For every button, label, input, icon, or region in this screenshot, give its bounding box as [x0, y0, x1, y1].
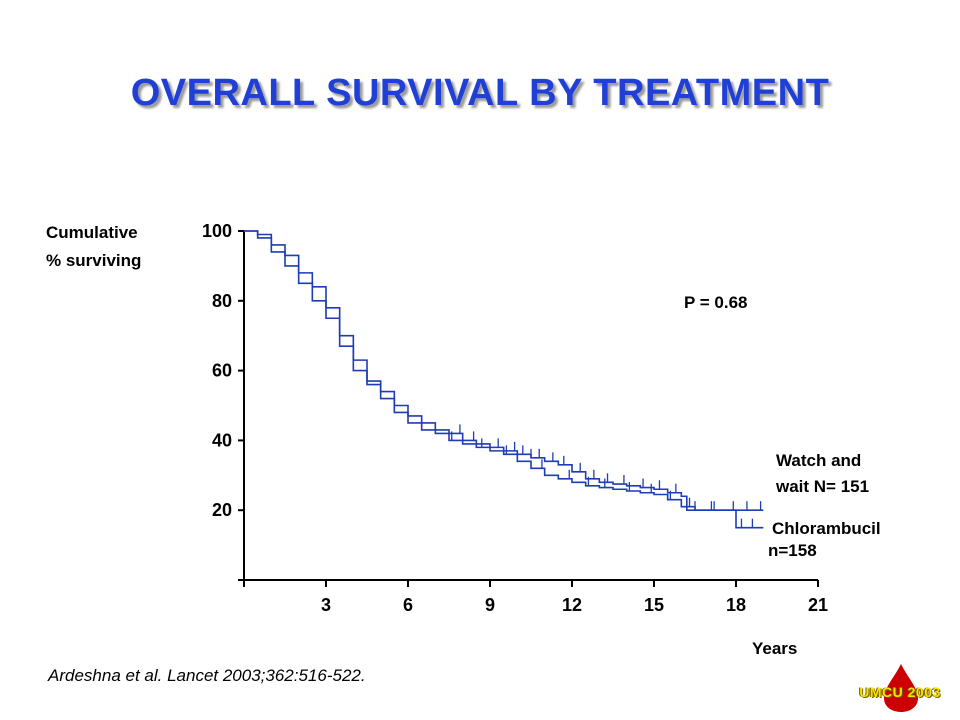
x-tick-label-3: 3 [321, 595, 331, 615]
x-axis-label: Years [752, 639, 797, 658]
blood-drop-icon [884, 664, 918, 712]
series-layer [244, 230, 764, 529]
x-tick-label-12: 12 [562, 595, 582, 615]
citation: Ardeshna et al. Lancet 2003;362:516-522. [48, 666, 366, 685]
series-label-watch-line-2: wait N= 151 [775, 477, 869, 496]
y-tick-label-40: 40 [212, 430, 232, 450]
logo-text: UMCU 2003 [859, 684, 941, 700]
series-label-chlorambucil-line-2: n=158 [768, 541, 817, 560]
y-axis-label-line-1: Cumulative [46, 223, 138, 242]
x-tick-label-15: 15 [644, 595, 664, 615]
series-line-1 [244, 230, 764, 529]
y-tick-label-100: 100 [202, 221, 232, 241]
y-tick-label-20: 20 [212, 500, 232, 520]
y-tick-label-60: 60 [212, 361, 232, 381]
axes: 20 40 60 80 100 3 6 9 12 15 18 21 [202, 221, 828, 615]
x-tick-label-6: 6 [403, 595, 413, 615]
x-tick-label-9: 9 [485, 595, 495, 615]
x-tick-label-18: 18 [726, 595, 746, 615]
series-line-0 [244, 230, 764, 511]
x-tick-label-21: 21 [808, 595, 828, 615]
series-label-chlorambucil-line-1: Chlorambucil [772, 519, 881, 538]
p-value-annotation: P = 0.68 [684, 293, 748, 312]
series-label-watch-line-1: Watch and [776, 451, 861, 470]
y-tick-label-80: 80 [212, 291, 232, 311]
y-axis-label-line-2: % surviving [46, 251, 141, 270]
umcu-logo: UMCU 2003 [846, 662, 956, 712]
chart-title: OVERALL SURVIVAL BY TREATMENT [130, 72, 830, 114]
